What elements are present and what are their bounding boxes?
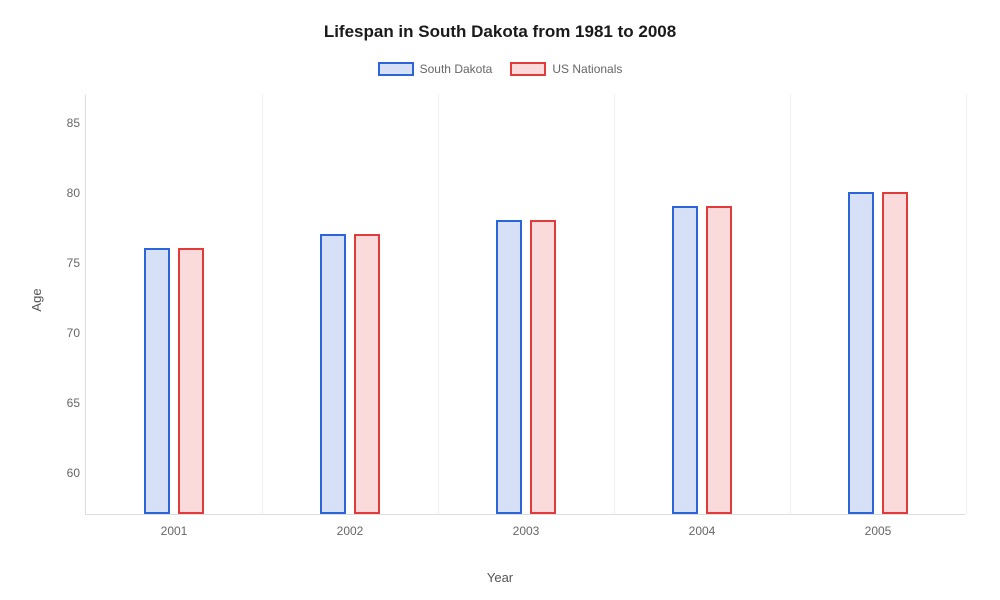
bar-south-dakota bbox=[144, 248, 170, 514]
bar-us-nationals bbox=[706, 206, 732, 514]
gridline-vertical bbox=[438, 95, 439, 514]
x-tick: 2004 bbox=[689, 524, 716, 538]
x-tick: 2005 bbox=[865, 524, 892, 538]
y-tick: 75 bbox=[50, 256, 80, 270]
x-tick: 2001 bbox=[161, 524, 188, 538]
y-axis-label: Age bbox=[29, 288, 44, 311]
legend-swatch-us-nationals bbox=[510, 62, 546, 76]
y-tick: 70 bbox=[50, 326, 80, 340]
y-tick: 80 bbox=[50, 186, 80, 200]
y-tick: 65 bbox=[50, 396, 80, 410]
bar-us-nationals bbox=[354, 234, 380, 514]
gridline-vertical bbox=[966, 95, 967, 514]
bar-south-dakota bbox=[320, 234, 346, 514]
x-tick: 2003 bbox=[513, 524, 540, 538]
y-tick: 85 bbox=[50, 116, 80, 130]
x-tick: 2002 bbox=[337, 524, 364, 538]
x-axis-label: Year bbox=[487, 570, 513, 585]
chart-container: Lifespan in South Dakota from 1981 to 20… bbox=[0, 0, 1000, 600]
legend-item-south-dakota: South Dakota bbox=[378, 62, 493, 76]
legend-item-us-nationals: US Nationals bbox=[510, 62, 622, 76]
gridline-vertical bbox=[790, 95, 791, 514]
chart-title: Lifespan in South Dakota from 1981 to 20… bbox=[0, 22, 1000, 42]
legend: South Dakota US Nationals bbox=[0, 62, 1000, 76]
y-tick: 60 bbox=[50, 466, 80, 480]
plot-area: 20012002200320042005 bbox=[85, 95, 965, 515]
legend-label-south-dakota: South Dakota bbox=[420, 62, 493, 76]
bar-south-dakota bbox=[496, 220, 522, 514]
legend-swatch-south-dakota bbox=[378, 62, 414, 76]
gridline-vertical bbox=[262, 95, 263, 514]
gridline-vertical bbox=[614, 95, 615, 514]
bar-us-nationals bbox=[882, 192, 908, 514]
legend-label-us-nationals: US Nationals bbox=[552, 62, 622, 76]
bar-us-nationals bbox=[178, 248, 204, 514]
bar-us-nationals bbox=[530, 220, 556, 514]
bar-south-dakota bbox=[848, 192, 874, 514]
bar-south-dakota bbox=[672, 206, 698, 514]
